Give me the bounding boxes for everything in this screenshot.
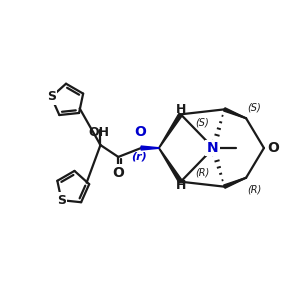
Text: H: H <box>176 103 186 116</box>
Text: OH: OH <box>88 126 109 139</box>
Text: O: O <box>112 166 124 180</box>
Polygon shape <box>159 148 182 183</box>
Polygon shape <box>141 146 159 150</box>
Polygon shape <box>224 108 246 118</box>
Polygon shape <box>159 113 182 148</box>
Text: (S): (S) <box>196 117 209 127</box>
Text: (R): (R) <box>247 184 261 195</box>
Text: (R): (R) <box>196 168 210 178</box>
Text: S: S <box>47 91 56 103</box>
Polygon shape <box>224 178 246 188</box>
Text: (r): (r) <box>131 152 147 162</box>
Text: H: H <box>176 178 186 192</box>
Text: N: N <box>207 141 218 155</box>
Text: S: S <box>57 194 66 207</box>
Text: O: O <box>267 141 279 155</box>
Text: O: O <box>134 125 146 139</box>
Text: (S): (S) <box>247 102 261 112</box>
